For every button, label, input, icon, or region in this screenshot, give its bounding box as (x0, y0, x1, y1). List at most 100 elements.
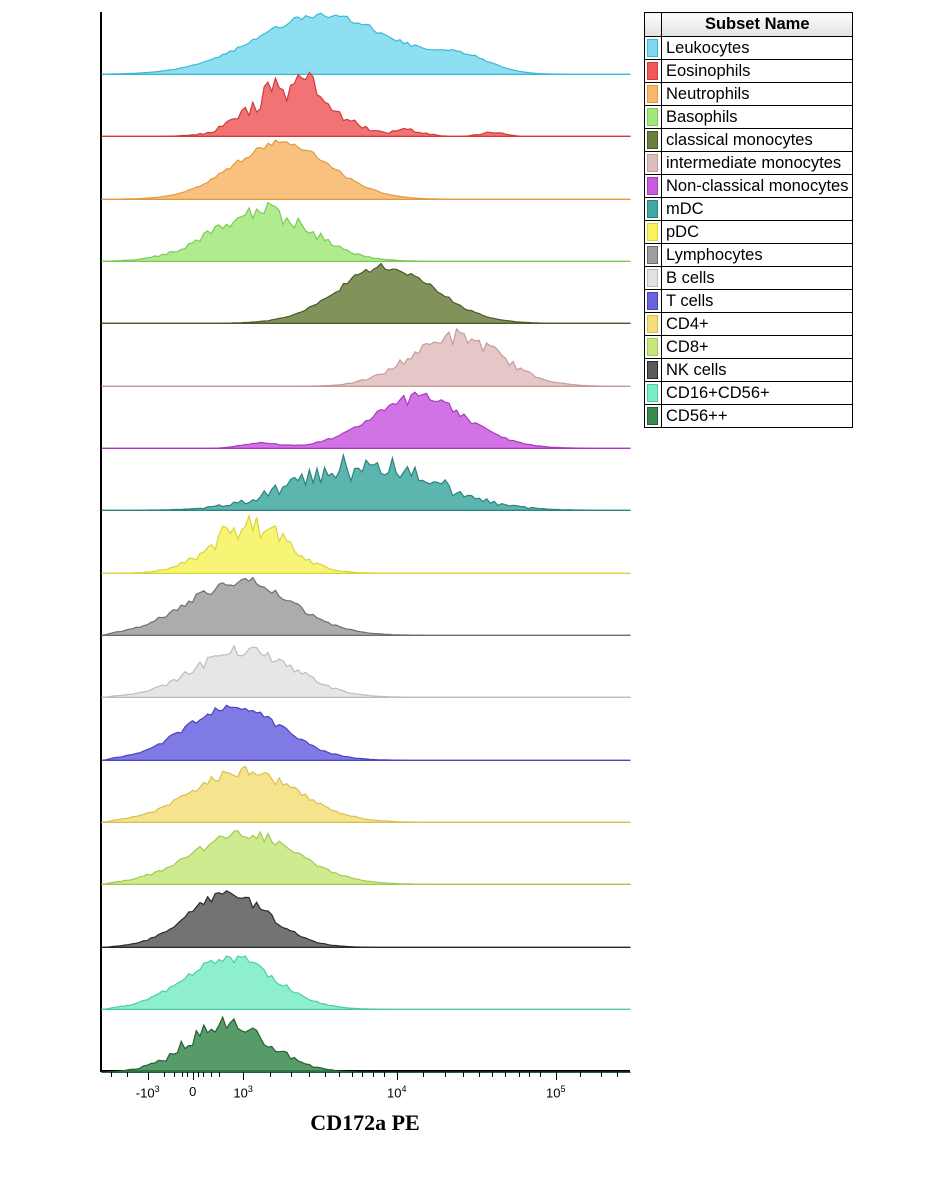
histogram-curve (102, 73, 630, 137)
legend-swatch (647, 108, 658, 126)
legend-label: intermediate monocytes (662, 152, 853, 175)
x-tick-minor (373, 1072, 374, 1077)
legend-row: B cells (645, 267, 853, 290)
histogram-row (102, 760, 630, 822)
legend-label: NK cells (662, 359, 853, 382)
histogram-curve (102, 516, 630, 573)
x-tick-minor (423, 1072, 424, 1077)
x-tick-minor (291, 1072, 292, 1077)
x-tick-minor (540, 1072, 541, 1077)
histogram-curve (102, 766, 630, 822)
x-tick-major (148, 1072, 149, 1080)
legend-swatch-cell (645, 290, 662, 313)
legend-row: Eosinophils (645, 60, 853, 83)
legend-label: Lymphocytes (662, 244, 853, 267)
x-tick-label: -103 (136, 1084, 160, 1100)
histogram-curve (102, 329, 630, 386)
histogram-row (102, 386, 630, 448)
legend-label: classical monocytes (662, 129, 853, 152)
x-tick-minor (445, 1072, 446, 1077)
legend-label: mDC (662, 198, 853, 221)
legend-swatch-cell (645, 60, 662, 83)
histogram-curve (102, 705, 630, 760)
legend-swatch (647, 407, 658, 425)
histogram-row (102, 885, 630, 947)
legend-swatch (647, 200, 658, 218)
x-axis-label: CD172a PE (310, 1110, 419, 1136)
histogram-curve (102, 578, 630, 636)
legend-row: CD16+CD56+ (645, 382, 853, 405)
histogram-row (102, 261, 630, 323)
legend-row: CD4+ (645, 313, 853, 336)
histogram-curve (102, 264, 630, 324)
legend-swatch-cell (645, 267, 662, 290)
x-tick-label: 104 (387, 1084, 406, 1100)
legend-swatch-cell (645, 175, 662, 198)
legend-swatch-header (645, 13, 662, 37)
legend-swatch (647, 338, 658, 356)
legend-table: Subset Name LeukocytesEosinophilsNeutrop… (644, 12, 853, 428)
legend-row: NK cells (645, 359, 853, 382)
x-tick-minor (187, 1072, 188, 1077)
legend-swatch-cell (645, 152, 662, 175)
histogram-row (102, 448, 630, 510)
histogram-curve (102, 456, 630, 511)
x-tick-minor (111, 1072, 112, 1077)
x-tick-minor (617, 1072, 618, 1077)
legend-swatch-cell (645, 359, 662, 382)
x-tick-major (193, 1072, 194, 1080)
legend-row: Leukocytes (645, 37, 853, 60)
legend-swatch (647, 269, 658, 287)
x-axis: CD172a PE -1030103104105 (100, 1072, 630, 1122)
legend-row: Lymphocytes (645, 244, 853, 267)
figure-container: CD172a PE -1030103104105 Subset Name Leu… (0, 0, 933, 1122)
legend-row: Basophils (645, 106, 853, 129)
legend-swatch-cell (645, 198, 662, 221)
histogram-row (102, 947, 630, 1009)
legend-swatch (647, 384, 658, 402)
legend-row: CD56++ (645, 405, 853, 428)
legend-swatch-cell (645, 405, 662, 428)
legend-swatch (647, 85, 658, 103)
legend-label: Non-classical monocytes (662, 175, 853, 198)
legend-swatch-cell (645, 382, 662, 405)
x-tick-minor (492, 1072, 493, 1077)
x-tick-major (397, 1072, 398, 1080)
legend-swatch-cell (645, 313, 662, 336)
legend-swatch (647, 292, 658, 310)
legend-row: Neutrophils (645, 83, 853, 106)
histogram-curve (102, 140, 630, 199)
x-tick-minor (164, 1072, 165, 1077)
x-tick-minor (479, 1072, 480, 1077)
histogram-curve (102, 891, 630, 947)
histogram-row (102, 511, 630, 573)
legend-label: Basophils (662, 106, 853, 129)
legend-row: classical monocytes (645, 129, 853, 152)
x-tick-label: 103 (233, 1084, 252, 1100)
histogram-curve (102, 13, 630, 74)
x-tick-minor (270, 1072, 271, 1077)
histogram-curve (102, 646, 630, 698)
legend-swatch (647, 223, 658, 241)
x-tick-minor (325, 1072, 326, 1077)
x-tick-minor (362, 1072, 363, 1077)
legend-swatch (647, 131, 658, 149)
legend-row: T cells (645, 290, 853, 313)
legend-swatch (647, 177, 658, 195)
histogram-row (102, 1010, 630, 1072)
legend-swatch-cell (645, 83, 662, 106)
legend-row: CD8+ (645, 336, 853, 359)
x-tick-minor (519, 1072, 520, 1077)
legend-swatch (647, 154, 658, 172)
legend-label: pDC (662, 221, 853, 244)
legend-swatch (647, 62, 658, 80)
x-tick-minor (384, 1072, 385, 1077)
x-tick-minor (219, 1072, 220, 1077)
histogram-curve (102, 956, 630, 1009)
histogram-row (102, 635, 630, 697)
x-tick-minor (309, 1072, 310, 1077)
x-tick-minor (182, 1072, 183, 1077)
legend-swatch (647, 246, 658, 264)
histogram-row (102, 137, 630, 199)
x-tick-label: 0 (189, 1084, 196, 1099)
